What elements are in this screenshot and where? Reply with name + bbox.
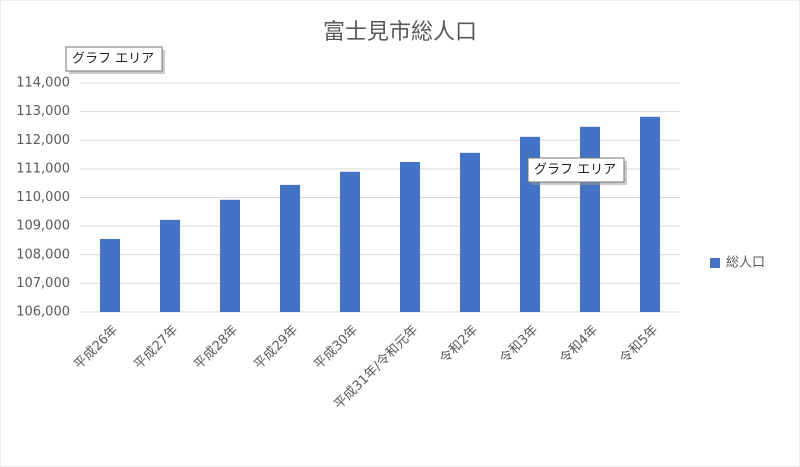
bar <box>640 116 660 312</box>
tooltip: グラフ エリア <box>527 157 627 185</box>
bar <box>400 162 420 312</box>
legend-swatch <box>710 258 720 268</box>
y-tick-label: 112,000 <box>16 133 70 148</box>
bar <box>160 219 180 312</box>
y-tick-label: 107,000 <box>16 276 70 291</box>
bar <box>340 171 360 312</box>
y-tick-label: 108,000 <box>16 247 70 262</box>
y-tick-label: 109,000 <box>16 219 70 234</box>
y-tick-label: 110,000 <box>16 190 70 205</box>
legend-label: 総人口 <box>726 256 765 271</box>
tooltip-text: グラフ エリア <box>72 52 154 67</box>
y-tick-label: 106,000 <box>16 305 70 320</box>
bar <box>100 239 120 312</box>
tooltip-box <box>65 46 163 72</box>
bar <box>580 126 600 312</box>
bar <box>460 152 480 312</box>
tooltip-text: グラフ エリア <box>534 163 616 178</box>
bar <box>280 184 300 312</box>
tooltip: グラフ エリア <box>65 46 165 74</box>
chart-title: 富士見市総人口 <box>323 20 477 45</box>
tooltip-box <box>527 157 625 183</box>
y-tick-label: 113,000 <box>16 104 70 119</box>
bar <box>220 199 240 312</box>
y-tick-label: 111,000 <box>16 161 70 176</box>
y-tick-label: 114,000 <box>16 76 70 91</box>
